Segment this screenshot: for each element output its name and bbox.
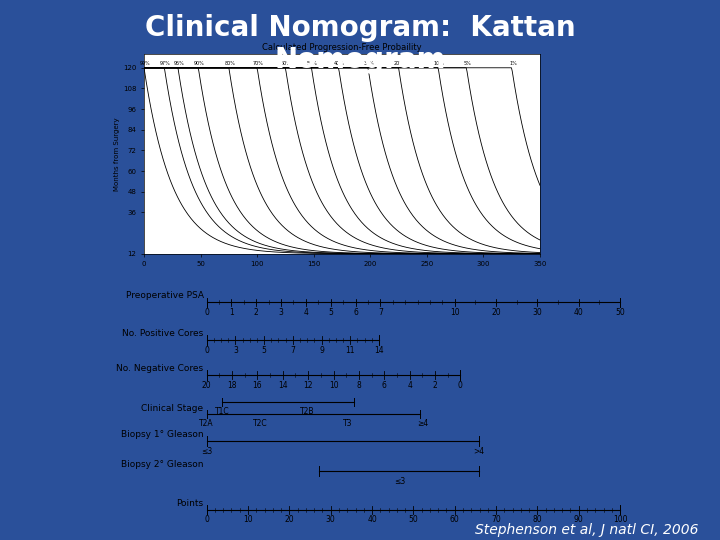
- Text: >4: >4: [474, 447, 485, 456]
- Text: 100: 100: [613, 516, 627, 524]
- Text: T2A: T2A: [199, 419, 214, 428]
- Text: 0: 0: [458, 381, 463, 390]
- Text: Biopsy 2° Gleason: Biopsy 2° Gleason: [121, 460, 204, 469]
- Text: 14: 14: [374, 346, 384, 355]
- Text: 9: 9: [319, 346, 324, 355]
- Text: 2: 2: [433, 381, 437, 390]
- Text: 4: 4: [303, 308, 308, 317]
- Text: 40: 40: [574, 308, 584, 317]
- Text: 30: 30: [326, 516, 336, 524]
- Text: 5%: 5%: [464, 61, 472, 66]
- Text: 0: 0: [204, 516, 209, 524]
- Text: 90: 90: [574, 516, 584, 524]
- Text: Clinical Stage: Clinical Stage: [141, 403, 204, 413]
- Text: 5: 5: [328, 308, 333, 317]
- Text: 8: 8: [356, 381, 361, 390]
- Y-axis label: Months from Surgery: Months from Surgery: [114, 117, 120, 191]
- Text: 20: 20: [491, 308, 501, 317]
- Text: 6: 6: [353, 308, 358, 317]
- Text: 3: 3: [279, 308, 284, 317]
- Text: 5: 5: [261, 346, 266, 355]
- Text: 10: 10: [329, 381, 338, 390]
- Text: T1C: T1C: [215, 407, 230, 416]
- Text: 20: 20: [284, 516, 294, 524]
- Text: 70%: 70%: [253, 61, 264, 66]
- Text: 12: 12: [303, 381, 313, 390]
- Text: No. Negative Cores: No. Negative Cores: [117, 364, 204, 373]
- Text: 80%: 80%: [224, 61, 235, 66]
- Text: 80: 80: [533, 516, 542, 524]
- Text: ≥4: ≥4: [417, 419, 428, 428]
- Text: 18: 18: [228, 381, 237, 390]
- Text: 2: 2: [254, 308, 258, 317]
- Text: 30%: 30%: [363, 61, 374, 66]
- Text: T3: T3: [343, 419, 352, 428]
- Text: 10: 10: [243, 516, 253, 524]
- Text: 10%: 10%: [433, 61, 445, 66]
- Text: ≤3: ≤3: [201, 447, 212, 456]
- Text: 50: 50: [615, 308, 625, 317]
- Text: 60%: 60%: [281, 61, 292, 66]
- Text: 30: 30: [533, 308, 542, 317]
- Text: 40: 40: [367, 516, 377, 524]
- Text: 4: 4: [408, 381, 412, 390]
- Text: 90%: 90%: [194, 61, 205, 66]
- Text: 10: 10: [450, 308, 459, 317]
- Title: Calculated Progression-Free Probaility: Calculated Progression-Free Probaility: [262, 43, 422, 52]
- Text: 99%: 99%: [140, 61, 150, 66]
- Text: 50%: 50%: [307, 61, 318, 66]
- Text: Nomogram: Nomogram: [274, 46, 446, 74]
- Text: 70: 70: [491, 516, 501, 524]
- Text: 1: 1: [229, 308, 234, 317]
- Text: Points: Points: [176, 499, 204, 508]
- Text: Preoperative PSA: Preoperative PSA: [125, 292, 204, 300]
- Text: 20: 20: [202, 381, 212, 390]
- Text: T2C: T2C: [253, 419, 267, 428]
- Text: 6: 6: [382, 381, 387, 390]
- Text: 3: 3: [233, 346, 238, 355]
- Text: 14: 14: [278, 381, 287, 390]
- Text: T2B: T2B: [300, 407, 314, 416]
- Text: Stephenson et al, J natl CI, 2006: Stephenson et al, J natl CI, 2006: [475, 523, 698, 537]
- Text: 16: 16: [253, 381, 262, 390]
- Text: No. Positive Cores: No. Positive Cores: [122, 329, 204, 338]
- Text: 97%: 97%: [160, 61, 171, 66]
- Text: 11: 11: [346, 346, 355, 355]
- Text: 0: 0: [204, 346, 209, 355]
- Text: 1%: 1%: [509, 61, 517, 66]
- Text: 7: 7: [378, 308, 383, 317]
- Text: 7: 7: [290, 346, 295, 355]
- Text: 60: 60: [450, 516, 459, 524]
- Text: 20%: 20%: [394, 61, 405, 66]
- Text: 0: 0: [204, 308, 209, 317]
- Text: Biopsy 1° Gleason: Biopsy 1° Gleason: [121, 430, 204, 439]
- Text: 50: 50: [408, 516, 418, 524]
- Text: 95%: 95%: [174, 61, 184, 66]
- Text: ≤3: ≤3: [394, 477, 405, 485]
- Text: Clinical Nomogram:  Kattan: Clinical Nomogram: Kattan: [145, 14, 575, 42]
- Text: 40%: 40%: [334, 61, 345, 66]
